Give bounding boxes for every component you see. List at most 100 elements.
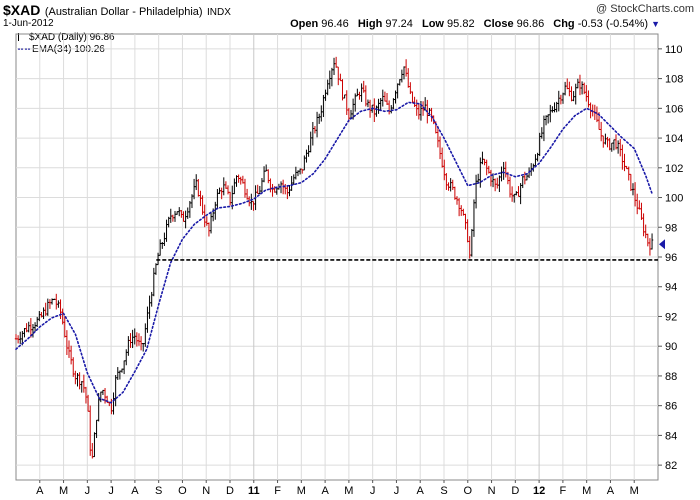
price-bar [209,211,213,234]
price-bar [305,149,308,163]
price-bar [394,90,397,104]
price-bar [447,182,450,191]
price-bar [243,178,247,198]
price-bar [154,263,158,275]
price-bar [301,168,304,174]
price-bar [515,191,518,196]
price-bar [91,443,94,459]
price-bar [42,307,45,320]
x-tick-label: A [321,485,329,497]
price-bar [152,267,156,297]
price-bar [574,83,577,105]
price-bar [349,109,353,119]
price-bar [284,184,287,195]
price-bar [112,392,115,415]
price-bar [222,177,225,196]
ohlc-readout: Open 96.46 High 97.24 Low 95.82 Close 96… [290,18,660,30]
price-bar [341,79,344,101]
price-bar [61,308,64,325]
price-bar [218,187,221,195]
y-tick-label: 100 [665,193,683,205]
price-bar [180,209,183,218]
price-bar [190,194,194,209]
price-bar [237,174,240,183]
price-bar [392,98,395,110]
price-bar [364,85,368,107]
price-bar [311,121,315,146]
x-tick-label: F [274,485,281,497]
price-bar [519,183,522,205]
price-bar [404,59,408,77]
y-tick-label: 110 [665,44,683,56]
price-bar [523,171,527,185]
price-bar [498,175,501,192]
x-tick-label: N [488,485,496,497]
chg-down-icon: ▼ [651,19,660,29]
price-bar [504,161,507,178]
price-bar [583,82,586,95]
price-bar [317,113,321,124]
price-bar [423,97,427,111]
price-bar [621,144,624,170]
open-value: 96.46 [321,18,349,30]
price-bar [510,186,514,202]
x-tick-label: M [630,485,639,497]
price-bar [169,208,172,223]
x-tick-label: F [560,485,567,497]
price-bar [597,112,601,131]
price-bar [445,173,448,190]
ema-line-icon [18,48,30,50]
price-bar [638,200,641,210]
x-tick-label: 12 [533,485,545,497]
price-bar [273,186,276,193]
price-bar [525,173,529,181]
exchange-label: INDX [207,7,231,18]
price-bar [587,90,590,108]
price-bar [385,93,389,105]
price-bar [356,88,359,97]
price-bar [375,105,378,117]
x-tick-label: M [582,485,591,497]
price-bar [146,306,149,333]
price-bar [381,89,384,107]
legend-price-label: $XAD (Daily) [29,32,87,43]
price-bar [226,185,230,195]
chart-title: $XAD (Australian Dollar - Philadelphia) … [3,2,231,20]
price-bar [254,185,257,211]
y-tick-label: 88 [665,371,677,383]
price-bar [163,232,166,246]
price-bar [354,93,357,112]
y-tick-label: 108 [665,74,683,86]
price-bar [277,183,281,190]
price-bar [633,182,637,207]
y-tick-label: 106 [665,103,683,115]
price-bar [322,94,325,118]
price-bar [502,161,505,180]
price-bar [337,66,340,86]
price-bar [383,91,387,102]
plot-frame [15,33,659,481]
price-bar [307,145,310,157]
symbol-description: (Australian Dollar - Philadelphia) [44,6,203,18]
price-bar [69,345,73,365]
price-bar [201,195,204,215]
price-bar [602,135,605,148]
price-bar [72,357,75,377]
price-bar [443,159,446,181]
price-bar [144,323,147,347]
price-bar [48,299,52,309]
price-bar [245,188,249,200]
price-bar [23,328,26,338]
price-bar [290,175,293,191]
price-bar [472,199,476,237]
price-bar [214,201,217,220]
price-bar [93,432,96,458]
price-bar [281,179,285,195]
price-bar [536,152,539,162]
price-bar [608,138,611,151]
copyright-label[interactable]: @ StockCharts.com [596,3,694,15]
legend-ema-row: EMA(34) 100.26 [18,44,115,56]
price-bar [434,121,437,134]
close-value: 96.86 [516,18,545,30]
